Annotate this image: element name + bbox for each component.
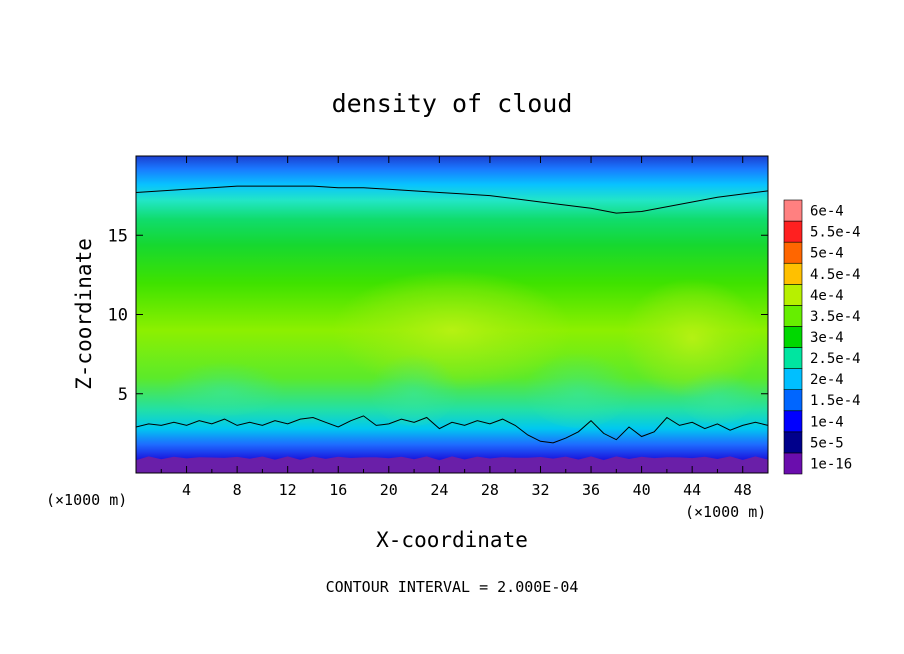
x-tick-label: 44 (683, 481, 701, 499)
x-unit-left: (×1000 m) (46, 491, 127, 509)
chart-title: density of cloud (332, 89, 573, 118)
convective-cell (164, 355, 285, 416)
colorbar-swatch (783, 368, 803, 390)
convective-cell (369, 345, 460, 426)
colorbar-label: 5e-5 (810, 435, 844, 451)
x-axis-label: X-coordinate (376, 528, 528, 552)
contour-interval-note: CONTOUR INTERVAL = 2.000E-04 (326, 578, 579, 596)
convective-cell (523, 343, 634, 428)
colorbar-swatch (783, 262, 803, 285)
colorbar-swatch (783, 241, 803, 264)
colorbar-label: 5e-4 (810, 246, 844, 262)
colorbar-label: 1e-4 (810, 414, 844, 430)
convective-cell (677, 363, 758, 424)
colorbar-label: 6e-4 (810, 204, 844, 220)
y-tick-label: 10 (108, 306, 128, 326)
x-tick-label: 24 (430, 481, 448, 499)
colorbar-swatch (783, 347, 803, 369)
colorbar-label: 3e-4 (810, 330, 844, 346)
x-tick-label: 16 (329, 481, 347, 499)
x-tick-label: 12 (279, 481, 297, 499)
colorbar-swatch (783, 305, 803, 327)
colorbar-swatch (783, 199, 803, 222)
colorbar-label: 1e-16 (810, 456, 852, 472)
surface-band (136, 456, 768, 473)
colorbar-label: 2e-4 (810, 372, 844, 388)
colorbar-label: 5.5e-4 (810, 225, 861, 241)
x-tick-label: 28 (481, 481, 499, 499)
colorbar-swatch (783, 326, 803, 348)
contour-lines (136, 185, 768, 444)
y-axis-label: Z-coordinate (72, 238, 96, 390)
x-tick-label: 20 (380, 481, 398, 499)
y-axis: 5 10 15 (108, 226, 768, 405)
x-tick-label: 36 (582, 481, 600, 499)
colorbar-swatch (783, 220, 803, 243)
x-tick-label: 32 (531, 481, 549, 499)
contour-line (136, 415, 768, 444)
colorbar-label: 4e-4 (810, 288, 844, 304)
x-tick-label: 40 (633, 481, 651, 499)
x-tick-label: 4 (182, 481, 191, 499)
colorbar-swatch (783, 452, 803, 475)
x-tick-label: 48 (734, 481, 752, 499)
colorbar-swatch (783, 410, 803, 433)
colorbar: 1e-16 5e-5 1e-4 1.5e-4 2e-4 2.5e-4 3e-4 3.5e-4 4… (783, 199, 861, 475)
y-tick-label: 15 (108, 226, 128, 246)
colorbar-swatch (783, 284, 803, 306)
colorbar-swatch (783, 431, 803, 454)
x-tick-label: 8 (233, 481, 242, 499)
colorbar-label: 1.5e-4 (810, 393, 861, 409)
heatmap-field (136, 156, 768, 473)
colorbar-label: 3.5e-4 (810, 309, 861, 325)
colorbar-label: 4.5e-4 (810, 267, 861, 283)
x-axis: 4 8 12 16 20 24 28 32 36 40 44 48 (160, 156, 769, 499)
colorbar-swatch (783, 389, 803, 412)
contour-line (136, 185, 768, 214)
y-tick-label: 5 (118, 385, 128, 405)
colorbar-label: 2.5e-4 (810, 351, 861, 367)
x-unit-right: (×1000 m) (685, 503, 766, 521)
